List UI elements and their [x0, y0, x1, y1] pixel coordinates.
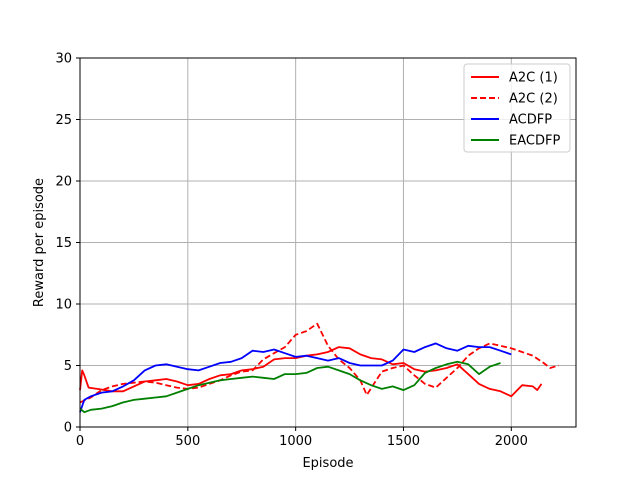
- y-axis-label: Reward per episode: [32, 178, 47, 307]
- x-tick-label: 1000: [279, 434, 312, 449]
- legend: A2C (1) A2C (2) ACDFP EACDFP: [463, 63, 571, 153]
- y-tick-label: 20: [55, 175, 72, 190]
- legend-label: A2C (2): [509, 92, 558, 107]
- y-tick-label: 30: [55, 52, 72, 67]
- series-lines: [79, 322, 559, 414]
- x-tick-label: 500: [175, 434, 200, 449]
- y-tick-label: 25: [55, 113, 72, 128]
- y-axis-ticks: 0 5 10 15 20 25 30: [55, 52, 80, 436]
- legend-label: ACDFP: [509, 113, 552, 128]
- x-tick-label: 2000: [495, 434, 528, 449]
- y-tick-label: 10: [55, 298, 72, 313]
- y-tick-label: 5: [64, 359, 72, 374]
- y-tick-label: 15: [55, 236, 72, 251]
- x-axis-label: Episode: [302, 456, 353, 471]
- x-tick-label: 1500: [387, 434, 420, 449]
- legend-label: EACDFP: [509, 134, 560, 149]
- legend-box: [463, 63, 571, 153]
- series-line-acdfp: [79, 342, 512, 413]
- y-tick-label: 0: [64, 421, 72, 436]
- legend-label: A2C (1): [509, 71, 558, 86]
- x-axis-ticks: 0 500 1000 1500 2000: [76, 427, 528, 449]
- series-line-eacdfp: [79, 360, 501, 414]
- x-tick-label: 0: [76, 434, 84, 449]
